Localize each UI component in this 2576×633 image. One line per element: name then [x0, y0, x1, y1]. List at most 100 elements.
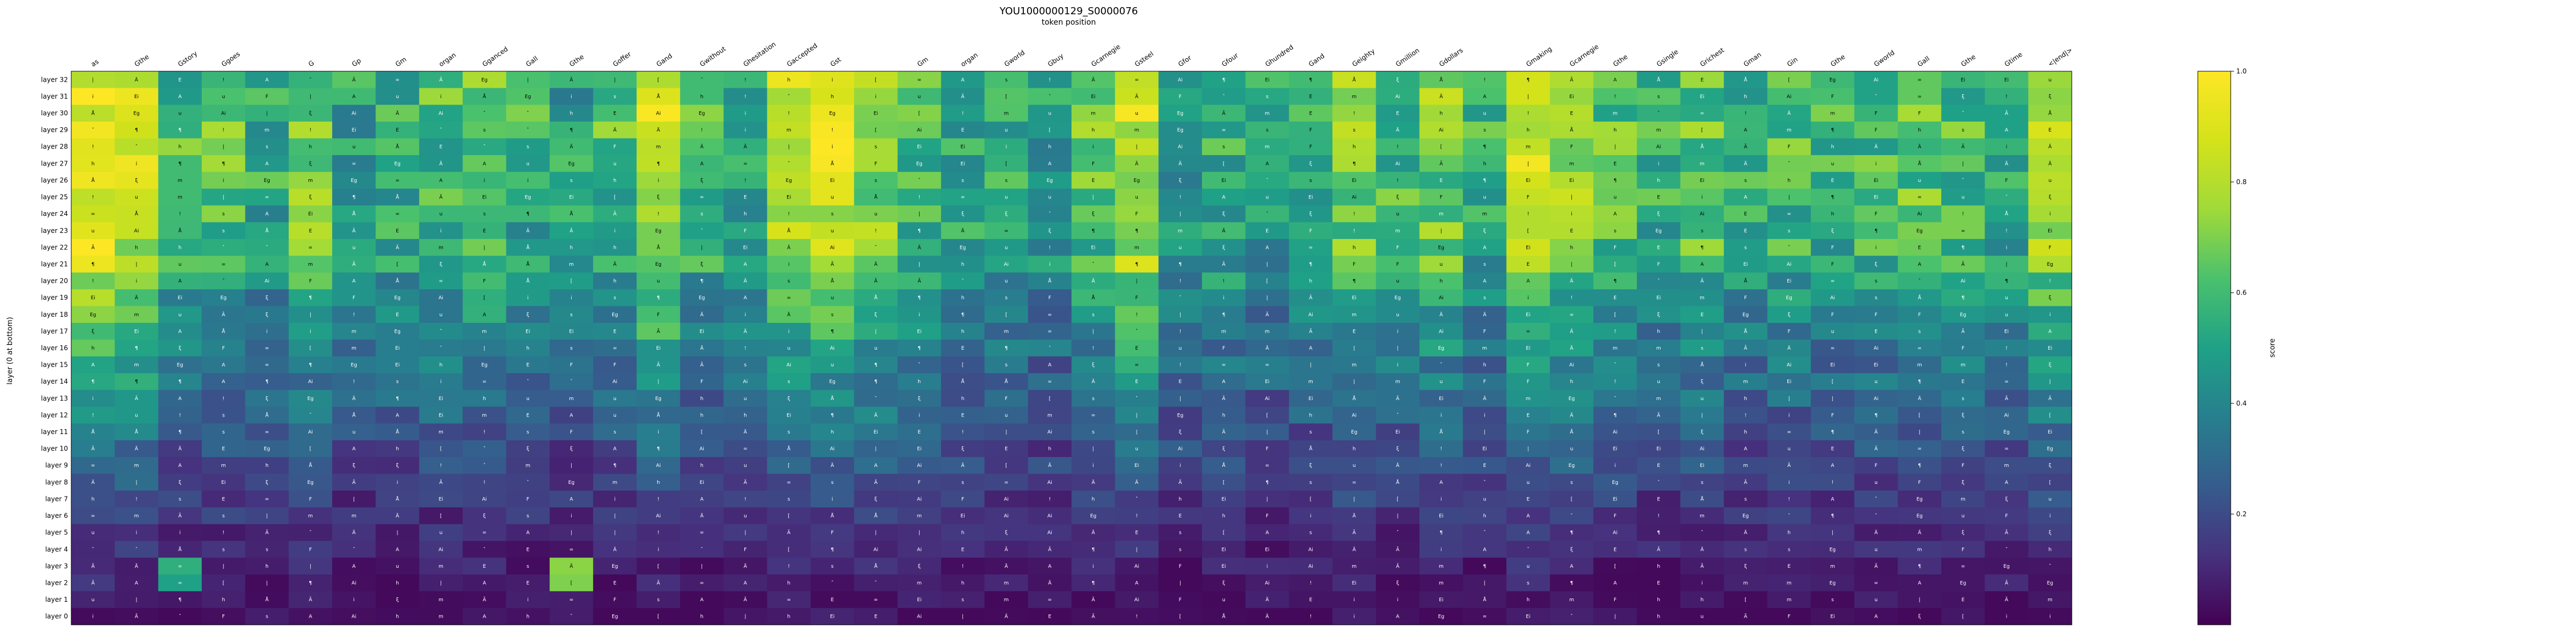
- heatmap-cell: [1985, 88, 2029, 105]
- cell-token-label: =: [91, 514, 95, 519]
- cell-token-label: Ai: [134, 229, 139, 234]
- x-tick-label: Gworld: [1873, 49, 1896, 69]
- cell-token-label: Ä: [1048, 580, 1052, 586]
- cell-token-label: A: [352, 447, 356, 452]
- heatmap-cell: [1767, 272, 1811, 290]
- cell-token-label: ξ: [2049, 295, 2051, 301]
- cell-token-label: Ä: [1439, 94, 1443, 100]
- heatmap-cell: [1158, 138, 1202, 156]
- heatmap-cell: [723, 289, 768, 307]
- cell-token-label: ξ: [1397, 195, 1399, 201]
- cell-token-label: =: [1004, 480, 1008, 486]
- cell-token-label: Ã: [92, 563, 95, 569]
- heatmap-cell: [1549, 222, 1594, 239]
- heatmap-cell: [1289, 323, 1333, 340]
- heatmap-cell: [1072, 189, 1115, 206]
- heatmap-cell: [1985, 205, 2029, 223]
- cell-token-label: Å: [92, 429, 95, 435]
- heatmap-cell: [71, 323, 115, 340]
- cell-token-label: =: [961, 195, 965, 201]
- cell-token-label: =: [439, 279, 443, 284]
- cell-token-label: Å: [92, 110, 95, 117]
- heatmap-cell: [636, 205, 681, 223]
- cell-token-label: Ã: [178, 513, 182, 519]
- cell-token-label: Ei: [526, 329, 530, 334]
- heatmap-cell: [71, 239, 115, 256]
- heatmap-cell: [854, 255, 898, 273]
- heatmap-cell: [71, 205, 115, 223]
- cell-token-label: A: [483, 161, 487, 167]
- cell-token-label: !: [2005, 363, 2008, 368]
- x-tick-label: as: [89, 58, 100, 68]
- cell-token-label: Ã: [352, 77, 356, 83]
- cell-token-label: ξ: [1397, 580, 1399, 586]
- heatmap-cell: [1854, 105, 1899, 122]
- cell-token-label: ˆ: [961, 278, 964, 284]
- cell-token-label: ¶: [352, 195, 356, 201]
- cell-token-label: Ei: [134, 94, 139, 100]
- cell-token-label: Ei: [1656, 295, 1661, 301]
- cell-token-label: Ei: [830, 178, 834, 184]
- cell-token-label: =: [1918, 94, 1922, 100]
- heatmap-cell: [71, 138, 115, 156]
- heatmap-cell: [245, 105, 289, 122]
- cell-token-label: Å: [831, 395, 835, 402]
- cell-token-label: Ai: [1178, 447, 1183, 452]
- heatmap-cell: [984, 138, 1029, 156]
- cell-token-label: h: [744, 212, 747, 217]
- cell-token-label: ˆ: [309, 412, 312, 418]
- cell-token-label: Ã: [700, 362, 704, 368]
- cell-token-label: Ei: [2048, 430, 2052, 435]
- heatmap-cell: [897, 306, 942, 323]
- heatmap-cell: [593, 289, 637, 307]
- cell-token-label: [: [614, 195, 616, 201]
- cell-token-label: |: [1528, 447, 1529, 452]
- heatmap-cell: [332, 138, 377, 156]
- cell-token-label: !: [1353, 212, 1355, 217]
- heatmap-cell: [2028, 255, 2072, 273]
- heatmap-cell: [1985, 155, 2029, 173]
- heatmap-cell: [115, 189, 159, 206]
- heatmap-cell: [506, 88, 550, 105]
- cell-token-label: m: [917, 514, 922, 519]
- cell-token-label: =: [1222, 128, 1226, 133]
- cell-token-label: ξ: [266, 295, 269, 301]
- x-tick-label: Gbuy: [1046, 52, 1065, 69]
- x-tick-label: Gtime: [2003, 50, 2024, 68]
- heatmap-cell: [506, 289, 550, 307]
- heatmap-cell: [1245, 255, 1290, 273]
- cell-token-label: A: [352, 564, 356, 569]
- cell-token-label: F: [2049, 245, 2051, 250]
- cell-token-label: E: [179, 77, 182, 83]
- colorbar-ticks: 0.20.40.60.81.0: [2231, 67, 2247, 518]
- cell-token-label: !: [1310, 580, 1312, 586]
- cell-token-label: [: [919, 111, 921, 117]
- cell-token-label: s: [1745, 245, 1747, 250]
- heatmap-cell: [1463, 306, 1507, 323]
- heatmap-cell: [1376, 272, 1420, 290]
- heatmap-cell: [506, 255, 550, 273]
- cell-token-label: =: [1048, 329, 1052, 334]
- heatmap-cell: [1115, 155, 1159, 173]
- cell-token-label: !: [788, 111, 790, 117]
- cell-token-label: ˆ: [92, 127, 94, 133]
- cell-token-label: Eg: [220, 295, 226, 301]
- heatmap-cell: [115, 71, 159, 89]
- heatmap-cell: [71, 289, 115, 307]
- cell-token-label: ˆ: [527, 111, 529, 117]
- cell-token-label: h: [961, 396, 965, 402]
- heatmap-cell: [506, 138, 550, 156]
- heatmap-cell: [158, 339, 202, 357]
- heatmap-cell: [1637, 239, 1681, 256]
- cell-token-label: =: [1961, 229, 1965, 234]
- cell-token-label: Ai: [656, 514, 661, 519]
- heatmap-cell: [1897, 255, 1942, 273]
- heatmap-cell: [71, 339, 115, 357]
- cell-token-label: ¶: [92, 379, 95, 385]
- cell-token-label: Ä: [1570, 278, 1574, 284]
- cell-token-label: [: [701, 430, 703, 435]
- cell-token-label: m: [1265, 111, 1270, 117]
- cell-token-label: Ei: [2004, 329, 2009, 334]
- cell-token-label: Ä: [1266, 597, 1269, 603]
- cell-token-label: ξ: [1309, 161, 1312, 167]
